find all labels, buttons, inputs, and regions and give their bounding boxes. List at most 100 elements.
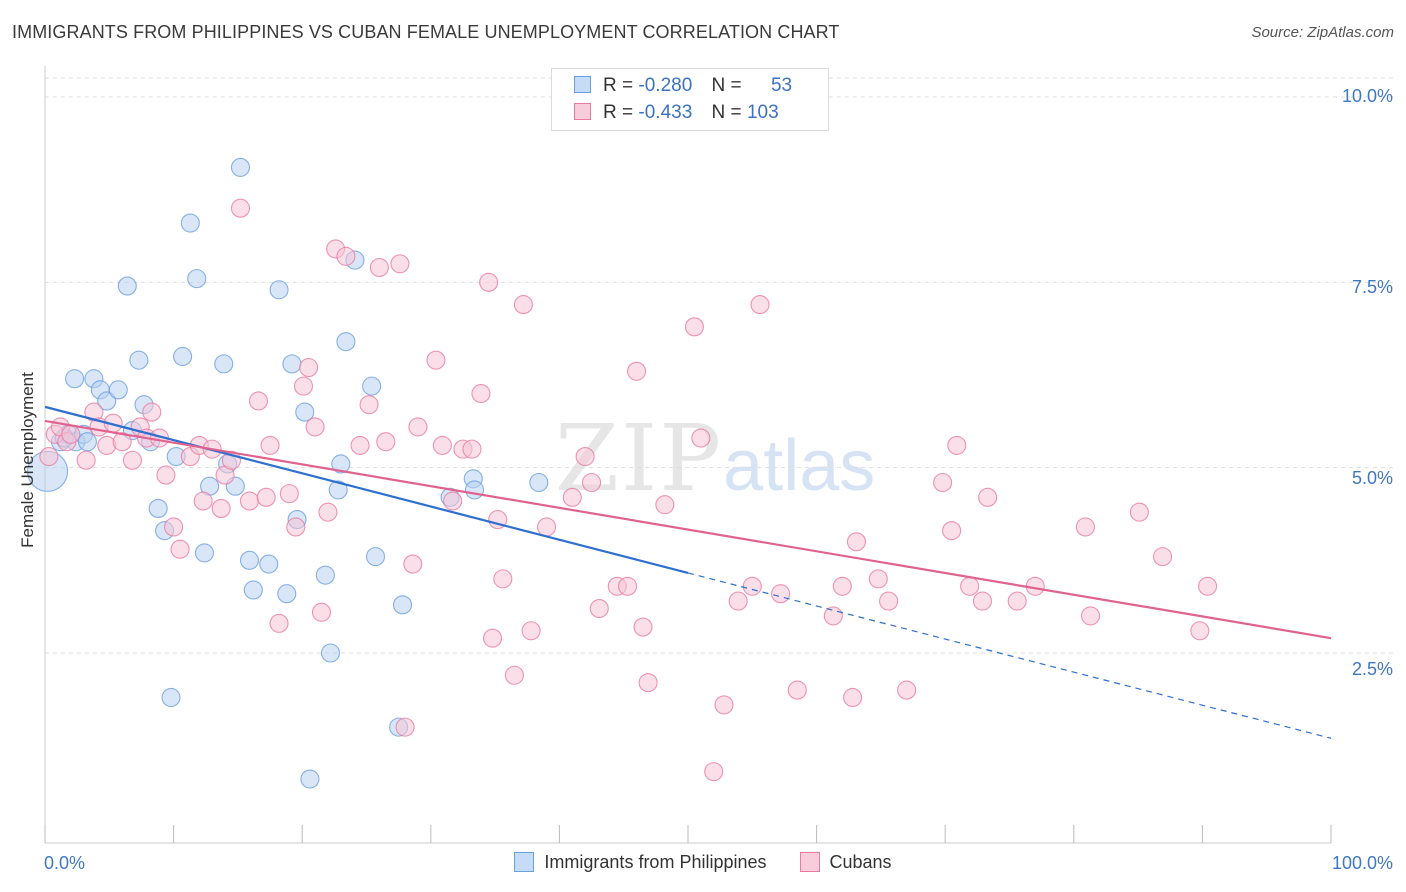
point-cubans [256,487,276,507]
point-cubans [403,554,423,574]
point-cubans [76,450,96,470]
point-philippines [97,391,117,411]
point-cubans [279,484,299,504]
point-cubans [390,254,410,274]
point-philippines [362,376,382,396]
point-cubans [832,576,852,596]
point-philippines [194,543,215,563]
point-cubans [704,762,724,782]
point-philippines [77,432,97,452]
x-tick-label-min: 0.0% [44,853,86,873]
point-cubans [513,295,533,315]
y-tick-label-2-5: 2.5% [1351,659,1393,679]
y-tick-label-7-5: 7.5% [1351,277,1393,297]
point-cubans [170,539,190,559]
point-cubans [1190,621,1210,641]
point-cubans [305,417,325,437]
point-philippines [320,643,341,663]
point-philippines [300,769,320,789]
point-philippines [336,332,356,352]
point-cubans [493,569,513,589]
point-philippines [108,380,128,400]
point-cubans [714,695,734,715]
point-cubans [286,517,306,537]
legend-swatch-philippines [514,852,535,872]
legend-label-philippines: Immigrants from Philippines [544,852,767,872]
point-cubans [960,576,980,596]
point-cubans [1129,502,1149,522]
legend-item-philippines[interactable]: Immigrants from Philippines [514,852,767,873]
trend-line-philippines-extension [687,572,1332,739]
point-philippines [173,346,193,367]
point-philippines [464,480,485,500]
y-tick-label-10: 10.0% [1341,86,1393,106]
watermark-atlas: atlas [723,426,876,506]
point-cubans [655,495,675,515]
point-cubans [369,257,389,278]
point-philippines [282,354,302,374]
point-cubans [633,617,653,637]
point-cubans [408,417,428,437]
r-label: R = [603,102,634,123]
point-philippines [117,276,137,296]
point-cubans [164,517,184,537]
point-cubans [536,517,557,537]
point-cubans [1075,517,1095,537]
point-cubans [359,395,379,415]
point-philippines [331,454,351,474]
point-philippines [243,580,263,600]
point-cubans [504,665,524,685]
point-philippines [269,280,289,300]
point-philippines [65,369,85,389]
point-cubans [311,602,332,622]
point-philippines [365,547,386,567]
point-cubans [193,491,213,511]
point-philippines [161,687,181,708]
philippines-swatch [574,76,591,93]
point-cubans [211,498,231,518]
n-label: N = [711,102,742,123]
point-cubans [299,358,319,378]
point-philippines [392,595,413,615]
point-cubans [122,450,142,470]
point-cubans [897,680,917,700]
r-value: -0.433 [638,102,693,123]
point-cubans [823,606,843,626]
point-cubans [39,446,59,467]
point-cubans [771,584,791,604]
chart-title: IMMIGRANTS FROM PHILIPPINES VS CUBAN FEM… [12,22,840,42]
point-cubans [336,246,356,266]
point-cubans [691,428,711,448]
trend-line-cubans [44,419,1332,640]
point-cubans [618,576,638,596]
point-cubans [521,621,541,641]
point-cubans [482,628,503,648]
point-cubans [684,317,704,337]
point-cubans [972,591,993,611]
point-cubans [239,491,260,511]
legend-item-cubans[interactable]: Cubans [799,852,892,873]
point-philippines [187,269,207,289]
point-cubans [1007,591,1027,611]
point-cubans [376,432,396,452]
trend-line-philippines [44,405,689,575]
point-philippines [295,402,315,422]
legend-swatch-cubans [799,852,820,872]
point-cubans [787,680,807,700]
x-tick-label-max: 100.0% [1331,853,1393,873]
point-cubans [293,376,314,396]
point-philippines [214,354,234,374]
point-cubans [318,502,338,522]
y-tick-label-5: 5.0% [1351,468,1393,488]
point-cubans [589,598,609,619]
point-cubans [728,591,748,611]
point-philippines [230,157,251,177]
point-cubans [846,532,867,552]
point-cubans [575,446,595,467]
point-cubans [350,435,370,455]
y-axis-label: Female Unemployment [18,372,37,548]
point-philippines [277,584,297,604]
point-cubans [61,424,81,444]
point-cubans [462,439,482,459]
